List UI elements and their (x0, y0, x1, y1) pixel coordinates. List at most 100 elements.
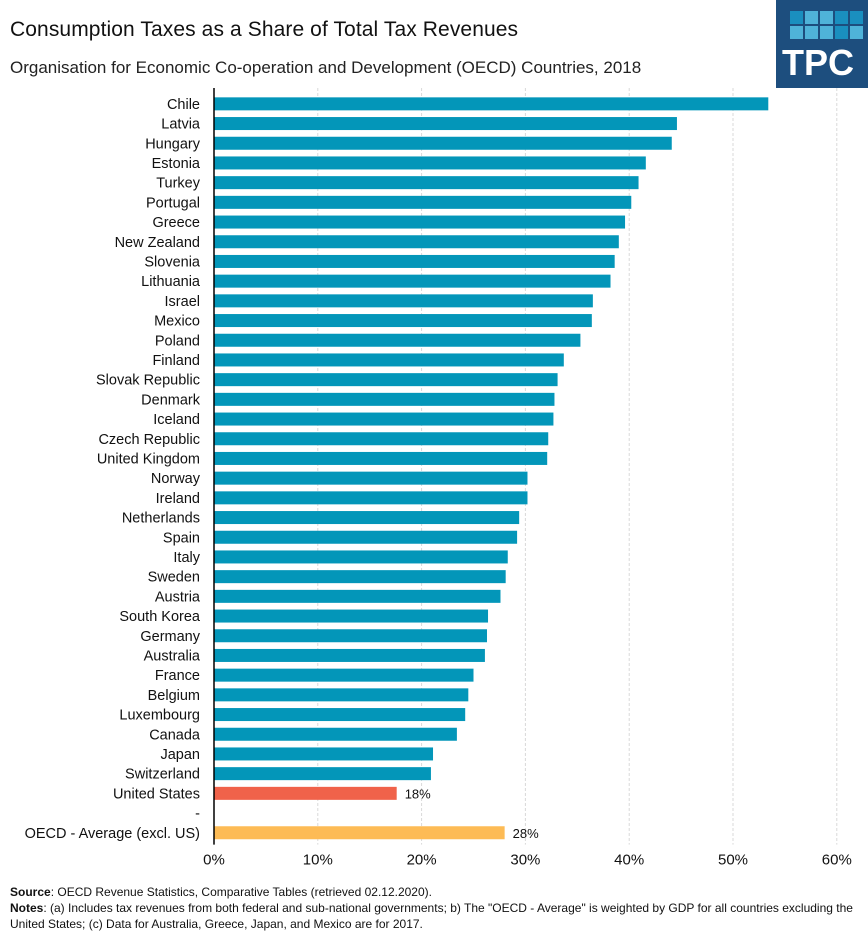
category-label: Greece (152, 215, 200, 231)
category-label: Hungary (145, 136, 201, 152)
bar (214, 195, 632, 209)
bar (214, 156, 646, 170)
x-tick-label: 50% (718, 852, 748, 869)
category-label: Mexico (154, 314, 200, 330)
category-label: Slovenia (144, 254, 201, 270)
x-tick-label: 60% (822, 852, 852, 869)
bar (214, 491, 528, 505)
bar (214, 688, 469, 702)
category-label: Finland (152, 353, 200, 369)
category-label: United Kingdom (97, 451, 200, 467)
logo-cell (850, 26, 863, 39)
logo-cell (850, 11, 863, 24)
category-label: Lithuania (141, 274, 201, 290)
bar (214, 708, 466, 722)
category-label: Belgium (148, 688, 200, 704)
category-label: Austria (155, 589, 201, 605)
x-tick-label: 0% (203, 852, 225, 869)
bar (214, 314, 592, 328)
notes-text: : (a) Includes tax revenues from both fe… (10, 901, 853, 931)
category-label: Luxembourg (119, 708, 200, 724)
category-label: - (195, 806, 200, 822)
source-line: Source: OECD Revenue Statistics, Compara… (10, 884, 860, 900)
bar (214, 176, 639, 190)
notes-label: Notes (10, 901, 44, 915)
source-label: Source (10, 885, 51, 899)
category-label: Turkey (156, 176, 201, 192)
category-label: Poland (155, 333, 200, 349)
bar (214, 117, 677, 131)
category-label: Iceland (153, 412, 200, 428)
logo-cell (805, 11, 818, 24)
bar (214, 471, 528, 485)
bar (214, 235, 619, 249)
logo-cell (820, 11, 833, 24)
bar (214, 511, 520, 525)
logo-cell (790, 11, 803, 24)
category-label: Sweden (148, 570, 200, 586)
x-tick-label: 30% (510, 852, 540, 869)
bar (214, 570, 506, 584)
data-label: 28% (513, 826, 539, 841)
bar (214, 97, 769, 111)
category-label: New Zealand (115, 235, 200, 251)
bar (214, 826, 505, 840)
bar-chart: 0% 10% 20% 30% 40% 50% 60% Chile Latvia Hungary Es… (25, 88, 852, 869)
bar (214, 530, 518, 544)
tpc-logo: TPC (776, 0, 868, 88)
category-label: Estonia (152, 156, 201, 172)
bar (214, 629, 487, 643)
bar (214, 786, 397, 800)
category-label: South Korea (119, 609, 201, 625)
category-label: Latvia (161, 117, 201, 133)
category-label: Netherlands (122, 511, 200, 527)
logo-cell (835, 26, 848, 39)
category-label: United States (113, 786, 200, 802)
source-text: : OECD Revenue Statistics, Comparative T… (50, 885, 432, 899)
category-label: Germany (140, 629, 200, 645)
data-label: 18% (405, 786, 431, 801)
logo-cell (820, 26, 833, 39)
footer-notes: Source: OECD Revenue Statistics, Compara… (10, 884, 860, 932)
bar (214, 432, 549, 446)
chart-title: Consumption Taxes as a Share of Total Ta… (10, 18, 519, 41)
bar (214, 648, 485, 662)
bar (214, 451, 548, 465)
x-tick-label: 40% (614, 852, 644, 869)
x-tick-label: 20% (407, 852, 437, 869)
x-tick-label: 10% (303, 852, 333, 869)
bar (214, 254, 615, 268)
category-label: OECD - Average (excl. US) (25, 826, 200, 842)
bar (214, 550, 508, 564)
logo-cell (835, 11, 848, 24)
bar (214, 727, 457, 741)
category-label: Chile (167, 97, 200, 113)
category-label: Israel (165, 294, 200, 310)
category-label: Australia (144, 648, 201, 664)
category-label: Norway (151, 471, 201, 487)
bar (214, 609, 489, 623)
category-label: Ireland (156, 491, 200, 507)
logo-cell (805, 26, 818, 39)
notes-line: Notes: (a) Includes tax revenues from bo… (10, 900, 860, 932)
category-label: Canada (149, 727, 201, 743)
bar (214, 215, 626, 229)
chart-subtitle: Organisation for Economic Co-operation a… (10, 58, 642, 77)
bar (214, 136, 672, 150)
bar (214, 373, 558, 387)
category-label: Japan (160, 747, 200, 763)
category-label: Switzerland (125, 767, 200, 783)
category-label: Italy (173, 550, 200, 566)
bar (214, 333, 581, 347)
logo-cell (790, 26, 803, 39)
bar (214, 767, 431, 781)
bar (214, 353, 564, 367)
category-label: Czech Republic (98, 432, 200, 448)
bar (214, 294, 593, 308)
bar (214, 747, 434, 761)
bar (214, 412, 554, 426)
bar (214, 668, 474, 682)
bar (214, 392, 555, 406)
category-label: France (155, 668, 200, 684)
bar (214, 274, 611, 288)
